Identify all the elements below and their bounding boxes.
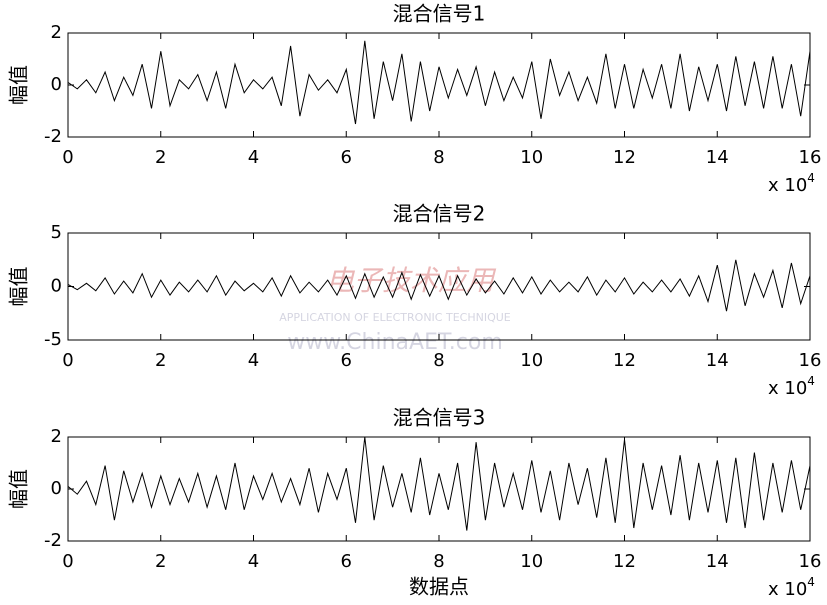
x-scale-base: x 10 [768,579,807,600]
x-tick-label: 2 [155,147,166,168]
x-tick-label: 16 [799,551,822,572]
chart-title: 混合信号3 [393,406,486,430]
y-tick-label: 2 [51,426,62,447]
x-tick-label: 10 [520,551,543,572]
x-tick-label: 14 [706,551,729,572]
y-axis-label: 幅值 [7,65,31,105]
chart-title: 混合信号1 [393,2,486,26]
x-axis-label: 数据点 [409,575,469,599]
x-tick-label: 8 [433,350,444,371]
x-tick-label: 0 [62,551,73,572]
x-tick-label: 10 [520,350,543,371]
signal-line [67,436,811,531]
x-tick-label: 14 [706,147,729,168]
x-tick-label: 0 [62,350,73,371]
x-scale-base: x 10 [768,175,807,196]
x-scale-label: x 104 [768,374,815,400]
x-scale-base: x 10 [768,378,807,399]
y-tick-label: 2 [51,22,62,43]
x-tick-label: 8 [433,147,444,168]
x-scale-exponent: 4 [807,575,815,589]
y-tick-label: 5 [51,222,62,243]
x-tick-label: 12 [613,350,636,371]
y-tick-label: 0 [51,478,62,499]
watermark-text: APPLICATION OF ELECTRONIC TECHNIQUE [279,311,511,324]
signal-line [67,40,811,125]
y-tick-label: -2 [44,126,62,147]
watermark-logo: 电子技术应用 [326,264,497,297]
axes-box [67,32,811,138]
x-tick-label: 4 [248,350,259,371]
x-tick-label: 8 [433,551,444,572]
x-tick-label: 16 [799,350,822,371]
x-tick-label: 4 [248,147,259,168]
axes-box [67,436,811,542]
x-tick-label: 2 [155,551,166,572]
x-tick-label: 12 [613,147,636,168]
y-tick-label: 0 [51,74,62,95]
chart-title: 混合信号2 [393,202,486,226]
signal-line [67,259,811,312]
x-scale-exponent: 4 [807,171,815,185]
x-tick-label: 16 [799,147,822,168]
x-scale-exponent: 4 [807,374,815,388]
x-tick-label: 6 [341,350,352,371]
x-scale-label: x 104 [768,171,815,197]
x-tick-label: 0 [62,147,73,168]
watermark-url: www.ChinaAET.com [287,330,503,355]
x-tick-label: 6 [341,147,352,168]
y-axis-label: 幅值 [7,469,31,509]
x-tick-label: 10 [520,147,543,168]
y-tick-label: -5 [44,329,62,350]
y-tick-label: 0 [51,276,62,297]
x-tick-label: 12 [613,551,636,572]
y-axis-label: 幅值 [7,267,31,307]
x-tick-label: 2 [155,350,166,371]
x-tick-label: 4 [248,551,259,572]
x-scale-label: x 104 [768,575,815,601]
x-tick-label: 6 [341,551,352,572]
y-tick-label: -2 [44,530,62,551]
x-tick-label: 14 [706,350,729,371]
